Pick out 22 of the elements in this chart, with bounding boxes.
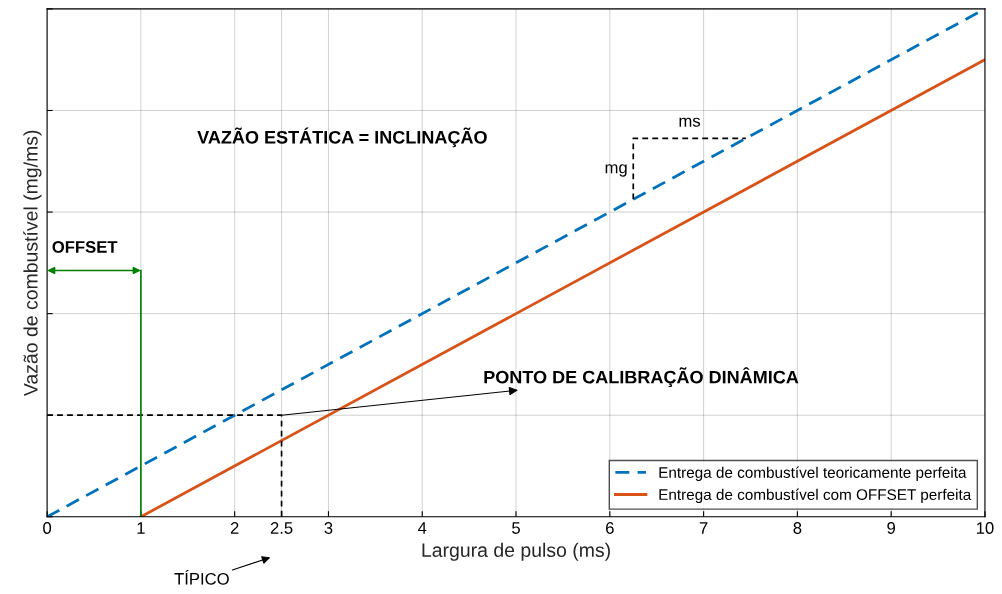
x-tick-label: 2 (230, 522, 239, 534)
x-tick-label: 5 (512, 522, 520, 534)
annotation: PONTO DE CALIBRAÇÃO DINÂMICA (484, 367, 799, 388)
x-tick-label: 10 (976, 522, 994, 534)
x-tick-label: 8 (793, 522, 802, 534)
x-tick-label: 3 (324, 522, 333, 534)
x-tick-label: 9 (887, 522, 896, 534)
x-tick-label: 1 (137, 522, 145, 534)
x-tick-label: 6 (606, 522, 614, 534)
annotation: mg (605, 164, 627, 177)
x-tick-label: 4 (417, 522, 427, 534)
x-tick-label: 7 (699, 522, 708, 534)
text: TÍPICO (174, 570, 229, 585)
x-axis-title: Largura de pulso (ms) (422, 542, 610, 561)
y-axis-title: Vazão de combustível (mg/ms) (23, 130, 42, 397)
annotation: OFFSET (52, 241, 118, 253)
annotation: ms (679, 117, 701, 127)
x-tick-label: 0 (43, 522, 52, 534)
x-tick-label: 2.5 (270, 522, 293, 534)
legend-label: Entrega de combustível com OFFSET perfeita (659, 488, 972, 504)
annotation: VAZÃO ESTÁTICA = INCLINAÇÃO (197, 127, 487, 148)
legend-label: Entrega de combustível teoricamente perfeita (659, 466, 967, 481)
